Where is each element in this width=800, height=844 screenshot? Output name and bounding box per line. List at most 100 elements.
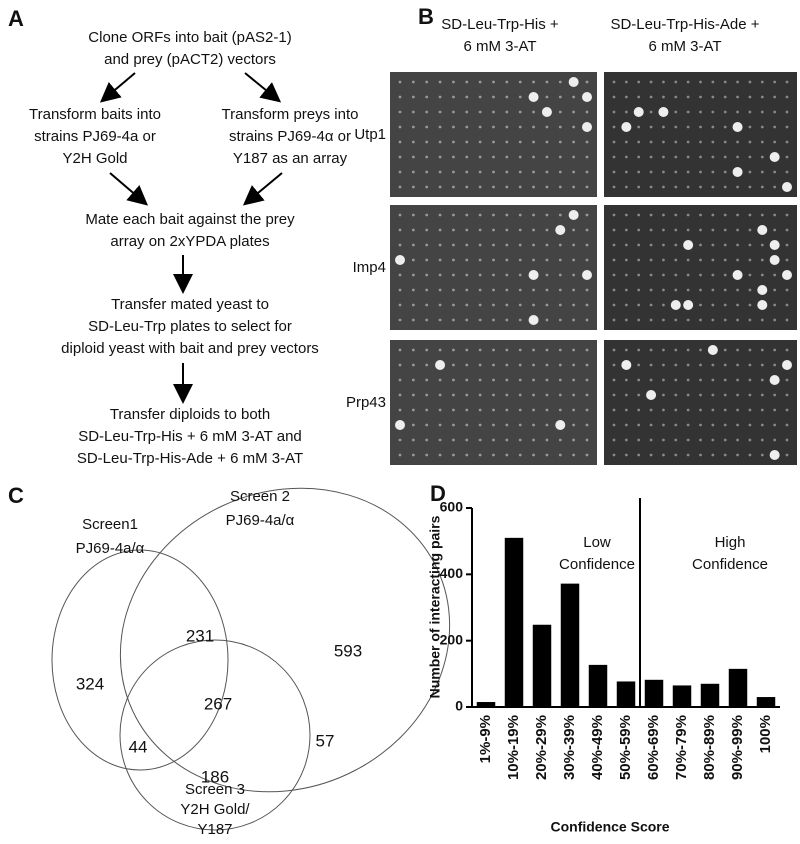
- colony: [492, 378, 495, 382]
- colony: [686, 423, 690, 427]
- colony: [518, 228, 522, 232]
- colony: [411, 363, 415, 367]
- colony: [748, 185, 752, 189]
- bar: [700, 683, 720, 707]
- colony: [528, 315, 539, 325]
- colony: [736, 213, 739, 217]
- colony: [748, 258, 752, 262]
- colony: [572, 348, 576, 352]
- colony: [465, 363, 469, 367]
- colony: [674, 273, 678, 277]
- colony: [785, 348, 789, 352]
- colony: [686, 438, 690, 442]
- venn-label: Y187: [197, 821, 232, 838]
- colony: [760, 348, 764, 352]
- colony: [760, 258, 764, 262]
- colony: [699, 408, 702, 412]
- colony: [465, 228, 469, 232]
- venn-label: Screen 2: [230, 488, 290, 505]
- colony: [637, 423, 641, 427]
- colony: [649, 213, 653, 217]
- colony: [585, 408, 589, 412]
- colony: [532, 228, 535, 232]
- colony: [760, 438, 764, 442]
- venn-count: 231: [186, 626, 214, 645]
- colony: [438, 228, 442, 232]
- colony: [711, 273, 715, 277]
- colony: [785, 80, 789, 84]
- colony: [699, 423, 702, 427]
- colony: [438, 258, 442, 262]
- colony: [518, 438, 522, 442]
- colony: [662, 228, 665, 232]
- colony: [782, 182, 792, 192]
- colony: [612, 273, 616, 277]
- colony: [736, 348, 739, 352]
- colony: [621, 360, 632, 370]
- colony: [760, 110, 764, 114]
- colony: [398, 228, 402, 232]
- colony: [492, 423, 495, 427]
- colony: [612, 258, 616, 262]
- colony: [438, 348, 442, 352]
- venn-circle: [51, 549, 229, 771]
- colony: [425, 80, 429, 84]
- colony: [518, 378, 522, 382]
- colony: [782, 360, 792, 370]
- colony: [662, 363, 665, 367]
- colony: [662, 393, 665, 397]
- colony: [505, 110, 509, 114]
- colony: [662, 243, 665, 247]
- annotation: Confidence: [559, 556, 635, 573]
- colony: [732, 167, 743, 177]
- colony: [649, 438, 653, 442]
- arrows: [99, 72, 283, 404]
- colony: [545, 318, 549, 322]
- colony: [572, 155, 576, 159]
- colony: [612, 185, 616, 189]
- colony: [465, 318, 469, 322]
- colony: [711, 243, 715, 247]
- colony: [465, 408, 469, 412]
- colony: [425, 408, 429, 412]
- colony: [624, 348, 628, 352]
- colony: [637, 140, 641, 144]
- colony: [558, 318, 562, 322]
- colony: [699, 140, 702, 144]
- colony: [662, 213, 665, 217]
- colony: [505, 363, 509, 367]
- colony: [558, 348, 562, 352]
- colony: [492, 155, 495, 159]
- colony: [465, 80, 469, 84]
- colony: [492, 258, 495, 262]
- colony: [760, 80, 764, 84]
- colony: [411, 273, 415, 277]
- colony: [518, 423, 522, 427]
- colony: [649, 258, 653, 262]
- colony: [785, 423, 789, 427]
- colony: [545, 140, 549, 144]
- colony: [555, 420, 566, 430]
- colony: [438, 140, 442, 144]
- colony: [492, 140, 495, 144]
- colony: [711, 110, 715, 114]
- colony: [637, 393, 641, 397]
- colony: [760, 155, 764, 159]
- colony: [518, 170, 522, 174]
- colony: [532, 243, 535, 247]
- colony: [438, 408, 442, 412]
- colony: [492, 438, 495, 442]
- plate: [390, 72, 597, 197]
- colony: [425, 95, 429, 99]
- colony: [674, 213, 678, 217]
- colony: [545, 408, 549, 412]
- colony: [760, 318, 764, 322]
- venn-circle: [119, 639, 311, 831]
- venn-label: PJ69-4a/α: [226, 512, 295, 529]
- flow-step: Clone ORFs into bait (pAS2-1): [88, 29, 291, 46]
- colony: [711, 125, 715, 129]
- colony: [545, 438, 549, 442]
- colony: [773, 438, 777, 442]
- colony: [723, 318, 727, 322]
- colony: [398, 363, 402, 367]
